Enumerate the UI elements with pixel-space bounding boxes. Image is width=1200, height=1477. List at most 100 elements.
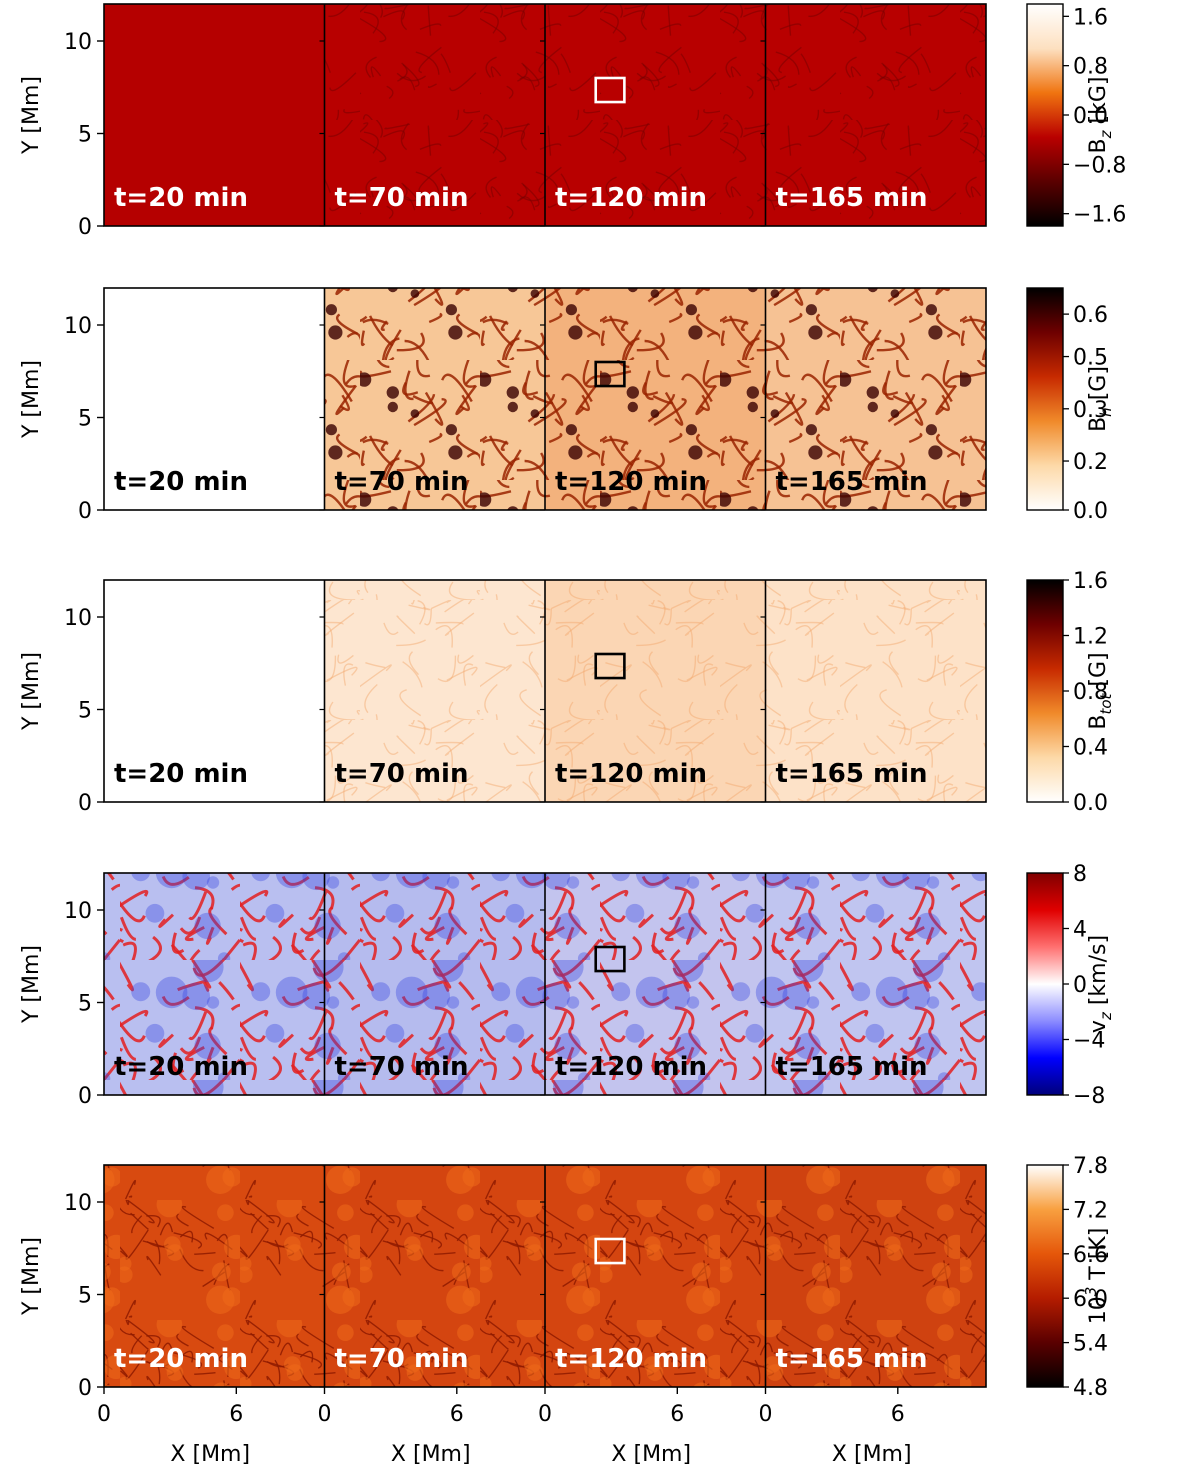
y-tick-label: 10: [64, 606, 92, 631]
marker-box: [594, 652, 626, 680]
row-Btot: t=20 min t=70 min t=120 min t=165 min 0 5 10 Y …: [19, 569, 1115, 816]
heatmap-texture-Bz-1: [324, 4, 545, 226]
colorbar-tick-label: −0.8: [1073, 153, 1126, 178]
panel-frame: [103, 872, 987, 1096]
colorbar-tick-label: 7.2: [1073, 1198, 1108, 1223]
colorbar-tick-label: 4: [1073, 918, 1087, 943]
marker-box: [594, 945, 626, 973]
x-tick-label: 0: [97, 1402, 111, 1427]
y-tick-label: 10: [64, 314, 92, 339]
x-axis-label: X [Mm]: [391, 1442, 471, 1467]
colorbar: [1026, 287, 1064, 511]
heatmap-texture-Bz-2: [545, 4, 766, 226]
x-tick-label: 0: [759, 1402, 773, 1427]
colorbar: [1026, 1164, 1064, 1388]
y-tick-label: 5: [78, 1284, 92, 1309]
y-tick-label: 10: [64, 1191, 92, 1216]
x-axis-label: X [Mm]: [611, 1442, 691, 1467]
colorbar-tick-label: −8: [1073, 1084, 1105, 1109]
x-tick-label: 6: [670, 1402, 684, 1427]
panel-frame: [103, 287, 987, 511]
colorbar-tick-label: 0.2: [1073, 450, 1108, 475]
x-tick-label: 6: [450, 1402, 464, 1427]
colorbar-tick-label: 6.6: [1073, 1243, 1108, 1268]
colorbar-tick-label: 0: [1073, 973, 1087, 998]
time-label: t=165 min: [776, 1052, 928, 1082]
time-label: t=120 min: [555, 1344, 707, 1374]
heatmap-texture-vz-3: [765, 873, 986, 1095]
y-axis-label: Y [Mm]: [19, 945, 44, 1024]
time-label: t=20 min: [114, 759, 248, 789]
x-tick-label: 6: [229, 1402, 243, 1427]
time-label: t=165 min: [776, 759, 928, 789]
colorbar-tick-label: 8: [1073, 862, 1087, 887]
y-tick-label: 0: [78, 499, 92, 524]
time-label: t=70 min: [335, 467, 469, 497]
heatmap-texture-T-3: [765, 1165, 986, 1387]
colorbar-tick-label: 5.4: [1073, 1332, 1108, 1357]
time-label: t=20 min: [114, 1344, 248, 1374]
time-label: t=20 min: [114, 1052, 248, 1082]
heatmap-texture-vz-2: [545, 873, 766, 1095]
row-T: t=20 min t=70 min t=120 min t=165 min 0 5 10 Y …: [19, 1154, 1111, 1401]
colorbar-label: Bh [G]: [1086, 366, 1115, 432]
time-label: t=165 min: [776, 1344, 928, 1374]
y-tick-label: 0: [78, 791, 92, 816]
heatmap-texture-vz-1: [324, 873, 545, 1095]
colorbar-tick-label: 1.2: [1073, 625, 1108, 650]
y-tick-label: 0: [78, 1084, 92, 1109]
heatmap-texture-T-1: [324, 1165, 545, 1387]
heatmap-texture-vz-0: [104, 873, 325, 1095]
x-tick-label: 0: [538, 1402, 552, 1427]
colorbar-tick-label: −1.6: [1073, 203, 1126, 228]
y-axis-label: Y [Mm]: [19, 652, 44, 731]
time-label: t=120 min: [555, 1052, 707, 1082]
heatmap-texture-Btot-3: [765, 580, 986, 802]
time-label: t=165 min: [776, 183, 928, 213]
time-label: t=165 min: [776, 467, 928, 497]
y-tick-label: 0: [78, 1376, 92, 1401]
marker-box: [594, 76, 626, 104]
colorbar-tick-label: 6.0: [1073, 1287, 1108, 1312]
marker-box: [594, 360, 626, 388]
marker-box: [594, 1237, 626, 1265]
time-label: t=120 min: [555, 467, 707, 497]
row-vz: t=20 min t=70 min t=120 min t=165 min 0 5 10 Y …: [19, 862, 1115, 1109]
colorbar-tick-label: 0.0: [1073, 791, 1108, 816]
heatmap-texture-Bh-2: [545, 288, 766, 510]
colorbar-tick-label: 1.6: [1073, 569, 1108, 594]
row-Bz: t=20 min t=70 min t=120 min t=165 min 0 5 10 Y …: [19, 3, 1126, 240]
heatmap-panel-Btot-0: [104, 580, 325, 802]
heatmap-texture-Bh-1: [324, 288, 545, 510]
y-tick-label: 10: [64, 899, 92, 924]
heatmap-texture-Bh-3: [765, 288, 986, 510]
panel-frame: [103, 579, 987, 803]
heatmap-texture-Btot-1: [324, 580, 545, 802]
y-tick-label: 0: [78, 215, 92, 240]
colorbar-tick-label: 0.8: [1073, 55, 1108, 80]
heatmap-texture-T-0: [104, 1165, 325, 1387]
x-axis-label: X [Mm]: [832, 1442, 912, 1467]
panel-frame: [103, 3, 987, 227]
y-tick-label: 5: [78, 992, 92, 1017]
x-tick-label: 0: [318, 1402, 332, 1427]
colorbar-tick-label: 0.4: [1073, 736, 1108, 761]
time-label: t=120 min: [555, 183, 707, 213]
colorbar-tick-label: 0.3: [1073, 398, 1108, 423]
y-tick-label: 5: [78, 407, 92, 432]
y-tick-label: 5: [78, 123, 92, 148]
time-label: t=70 min: [335, 759, 469, 789]
heatmap-texture-Bz-3: [765, 4, 986, 226]
colorbar-tick-label: 0.5: [1073, 346, 1108, 371]
y-axis-label: Y [Mm]: [19, 76, 44, 155]
heatmap-texture-T-2: [545, 1165, 766, 1387]
row-Bh: t=20 min t=70 min t=120 min t=165 min 0 5 10 Y …: [19, 287, 1115, 524]
colorbar-tick-label: 1.6: [1073, 5, 1108, 30]
y-tick-label: 10: [64, 30, 92, 55]
heatmap-texture-Btot-2: [545, 580, 766, 802]
colorbar-tick-label: 0.8: [1073, 680, 1108, 705]
y-tick-label: 5: [78, 699, 92, 724]
heatmap-panel-Bz-0: [104, 4, 325, 226]
time-label: t=70 min: [335, 183, 469, 213]
